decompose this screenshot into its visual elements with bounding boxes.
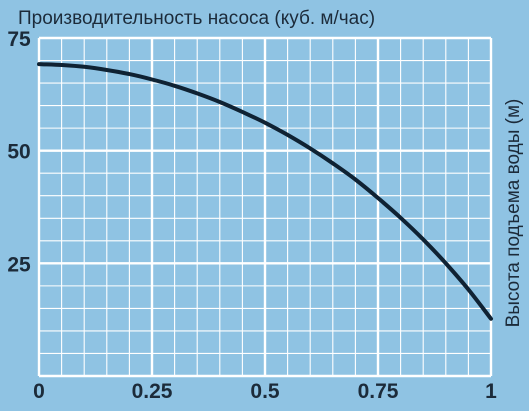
- y-axis-tick-labels: 25 50 75: [7, 28, 31, 276]
- y-tick-label: 50: [7, 141, 30, 164]
- grid-lines: [37, 36, 493, 378]
- x-tick-label: 0.25: [132, 380, 173, 403]
- x-tick-label: 1: [485, 380, 497, 403]
- x-tick-label: 0.5: [250, 380, 280, 403]
- y-tick-label: 25: [7, 253, 31, 276]
- y-axis-label: Высота подъема воды (м): [503, 99, 524, 328]
- chart-title: Производительность насоса (куб. м/час): [18, 8, 375, 29]
- x-axis-tick-labels: 0 0.25 0.5 0.75 1: [33, 380, 497, 403]
- x-tick-label: 0: [33, 380, 45, 403]
- y-tick-label: 75: [7, 28, 31, 51]
- pump-curve-line: [37, 62, 493, 321]
- x-tick-label: 0.75: [358, 380, 399, 403]
- series-layer: [37, 62, 493, 321]
